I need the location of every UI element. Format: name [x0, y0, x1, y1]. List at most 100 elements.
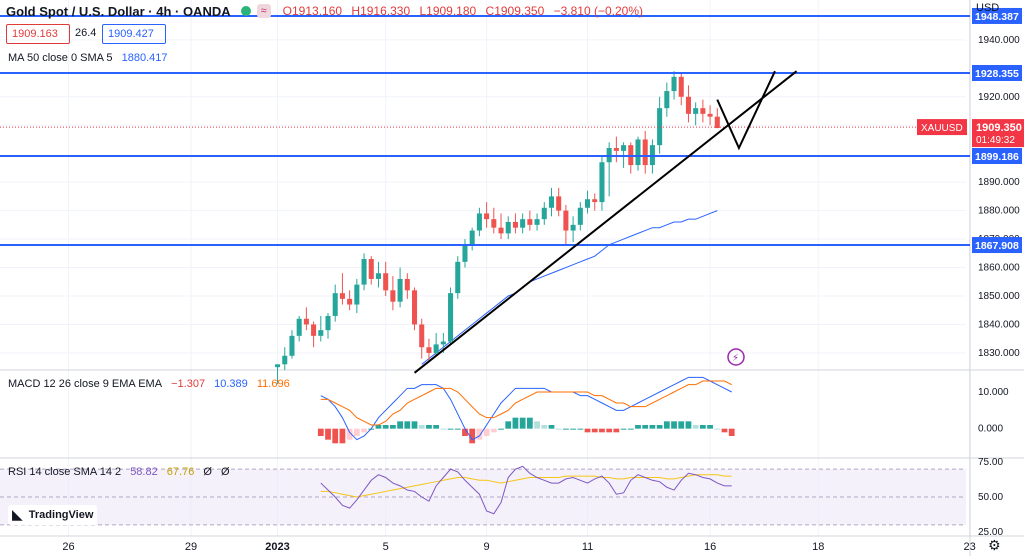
macd-histogram-bar	[404, 421, 411, 429]
candle-up	[548, 196, 555, 208]
macd-histogram-bar	[519, 417, 526, 429]
macd-histogram-bar	[570, 428, 576, 430]
candle-down	[404, 278, 410, 291]
ask-button[interactable]: 1909.427	[102, 24, 166, 44]
ohlc-values: O1913.160 H1916.330 L1909.180 C1909.350 …	[283, 4, 649, 18]
candle-up	[318, 330, 324, 336]
countdown-label: 01:49:32	[976, 135, 1015, 146]
rsi-legend[interactable]: RSI 14 close SMA 14 2 58.82 67.76 Ø Ø	[8, 466, 236, 478]
compare-wave-icon[interactable]: ≈	[256, 4, 271, 18]
level-label-box	[972, 237, 1022, 254]
candle-up	[354, 284, 360, 305]
level-label-box	[972, 7, 1022, 24]
macd-value: 10.389	[214, 378, 248, 390]
candle-down	[368, 259, 374, 279]
macd-histogram-bar	[613, 428, 620, 433]
candle-up	[635, 139, 641, 166]
candle-down	[491, 219, 497, 228]
macd-histogram-bar	[397, 421, 403, 429]
candle-down	[419, 324, 425, 348]
candle-up	[275, 364, 281, 368]
candle-up	[282, 355, 288, 365]
projection-path-drawing	[716, 70, 776, 151]
x-tick-label: 26	[62, 541, 74, 553]
candle-down	[411, 290, 418, 325]
x-tick-label: 9	[484, 541, 490, 553]
macd-histogram-bar	[534, 421, 540, 429]
candle-up	[664, 91, 670, 109]
macd-legend-label: MACD 12 26 close 9 EMA EMA	[8, 378, 163, 390]
macd-histogram-bar	[699, 425, 706, 429]
macd-hist-value: −1.307	[171, 378, 206, 390]
rsi-legend-label: RSI 14 close SMA 14 2	[8, 466, 122, 478]
candle-down	[685, 96, 691, 114]
candle-up	[599, 162, 605, 203]
macd-histogram-bar	[591, 428, 598, 433]
macd-histogram-bar	[411, 421, 418, 429]
level-label: 1867.908	[975, 240, 1019, 252]
y-tick-label: 1890.000	[978, 177, 1020, 188]
level-label: 1928.355	[975, 68, 1019, 80]
close-value: C1909.350	[485, 4, 545, 18]
macd-histogram-bar	[649, 425, 656, 429]
ma-legend-label: MA 50 close 0 SMA 5	[8, 52, 113, 64]
macd-histogram-bar	[584, 428, 591, 433]
macd-histogram-bar	[678, 421, 685, 429]
macd-histogram-bar	[563, 428, 569, 430]
macd-histogram-bar	[541, 425, 548, 429]
candle-down	[556, 196, 562, 211]
macd-histogram-bar	[483, 428, 490, 436]
macd-histogram-bar	[332, 428, 339, 444]
symbol-title[interactable]: Gold Spot / U.S. Dollar · 4h · OANDA	[6, 3, 231, 19]
ma-legend[interactable]: MA 50 close 0 SMA 5 1880.417	[8, 52, 174, 64]
level-label: 1899.186	[975, 151, 1019, 163]
macd-histogram-bar	[627, 428, 634, 430]
rsi-tick-label: 50.00	[978, 492, 1003, 503]
macd-histogram-bar	[548, 425, 555, 429]
macd-histogram-bar	[642, 425, 649, 429]
rsi-tick-label: 75.00	[978, 457, 1003, 468]
candle-up	[448, 293, 454, 342]
candle-down	[498, 227, 504, 234]
x-tick-label: 18	[812, 541, 824, 553]
candle-down	[700, 108, 706, 114]
macd-tick-label: 10.000	[978, 387, 1009, 398]
candle-down	[707, 113, 713, 117]
macd-histogram-bar	[325, 428, 331, 440]
macd-histogram-bar	[620, 428, 627, 430]
candle-up	[469, 230, 475, 245]
candle-down	[426, 347, 432, 353]
y-tick-label: 1830.000	[978, 348, 1020, 359]
rsi-tick-label: 25.00	[978, 527, 1003, 538]
macd-legend[interactable]: MACD 12 26 close 9 EMA EMA −1.307 10.389…	[8, 378, 296, 390]
macd-histogram-bar	[418, 425, 425, 429]
settings-gear-icon[interactable]: ⚙	[988, 538, 1001, 554]
macd-histogram-bar	[361, 428, 367, 433]
rsi-extra-2: Ø	[221, 466, 230, 478]
x-tick-label: 29	[185, 541, 197, 553]
tradingview-logo[interactable]: ◣ TradingView	[8, 505, 98, 525]
candle-up	[397, 278, 403, 302]
candle-down	[383, 273, 389, 291]
rsi-sma-value: 67.76	[166, 466, 195, 478]
tradingview-logo-icon: ◣	[12, 507, 23, 523]
y-tick-label: 1840.000	[978, 319, 1020, 330]
macd-histogram-bar	[512, 417, 519, 429]
candle-up	[462, 244, 468, 262]
macd-signal-value: 11.696	[256, 378, 290, 390]
bid-button[interactable]: 1909.163	[6, 24, 70, 44]
level-label: 1948.387	[975, 11, 1019, 23]
tradingview-brand: TradingView	[28, 509, 94, 521]
x-tick-label: 16	[704, 541, 716, 553]
y-tick-label: 1880.000	[978, 206, 1020, 217]
candle-down	[714, 116, 720, 129]
candle-down	[642, 139, 648, 166]
candle-up	[325, 315, 331, 331]
x-tick-label: 11	[582, 541, 593, 553]
currency-label[interactable]: USD	[976, 2, 1000, 14]
y-tick-label: 1940.000	[978, 35, 1020, 46]
candle-down	[613, 148, 619, 151]
event-lightning-icon	[727, 348, 745, 366]
y-tick-label: 1920.000	[978, 92, 1020, 103]
